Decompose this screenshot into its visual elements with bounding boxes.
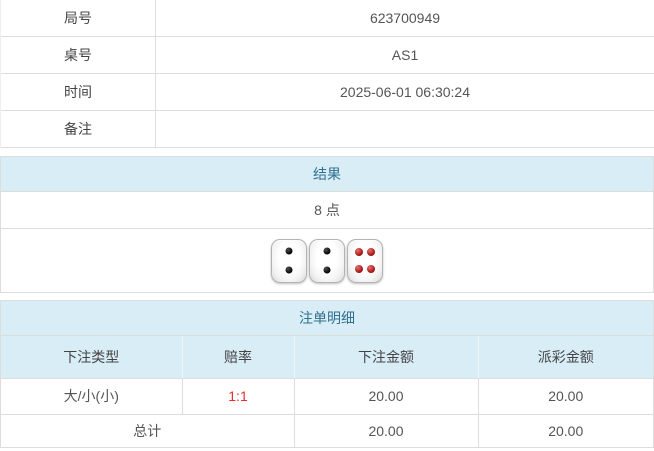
total-payout-amount: 20.00 — [548, 422, 584, 439]
time-label: 时间 — [1, 74, 156, 110]
bet-type: 大/小(小) — [1, 378, 183, 415]
table-row: 局号 623700949 — [1, 0, 654, 37]
bets-header-row: 下注类型 赔率 下注金额 派彩金额 — [1, 336, 653, 379]
time-value: 2025-06-01 06:30:24 — [340, 84, 470, 100]
dice-row — [1, 229, 653, 292]
remark-value — [156, 111, 654, 147]
payout-amount: 20.00 — [478, 378, 653, 415]
result-panel: 结果 8 点 — [0, 156, 654, 293]
col-payout-amount: 派彩金额 — [478, 336, 653, 379]
table-row: 备注 — [1, 111, 654, 148]
table-number-value: AS1 — [391, 47, 419, 63]
die-4-icon — [347, 238, 383, 283]
total-row: 总计 20.00 20.00 — [1, 414, 653, 447]
round-number-value: 623700949 — [369, 10, 441, 26]
round-info-table: 局号 623700949 桌号 AS1 时间 2025-06-01 06:30:… — [0, 0, 654, 148]
total-bet-amount: 20.00 — [294, 414, 479, 447]
col-odds: 赔率 — [182, 336, 295, 379]
round-number-label: 局号 — [1, 0, 156, 36]
bet-odds: 1:1 — [182, 378, 295, 415]
bet-details-panel: 注单明细 下注类型 赔率 下注金额 派彩金额 大/小(小) 1:1 20.00 … — [0, 300, 654, 448]
bet-details-title: 注单明细 — [1, 301, 653, 336]
col-bet-type: 下注类型 — [1, 336, 183, 379]
bet-amount: 20.00 — [294, 378, 479, 415]
table-number-label: 桌号 — [1, 37, 156, 73]
die-2-icon — [309, 238, 345, 283]
die-2-icon — [271, 238, 307, 283]
bets-table: 下注类型 赔率 下注金额 派彩金额 大/小(小) 1:1 20.00 20.00… — [1, 336, 653, 447]
table-row: 桌号 AS1 — [1, 37, 654, 74]
remark-label: 备注 — [1, 111, 156, 147]
result-points: 8 点 — [1, 192, 653, 229]
bet-row: 大/小(小) 1:1 20.00 20.00 — [1, 378, 653, 415]
table-row: 时间 2025-06-01 06:30:24 — [1, 74, 654, 111]
total-label: 总计 — [1, 414, 295, 447]
col-bet-amount: 下注金额 — [294, 336, 479, 379]
result-panel-title: 结果 — [1, 157, 653, 192]
